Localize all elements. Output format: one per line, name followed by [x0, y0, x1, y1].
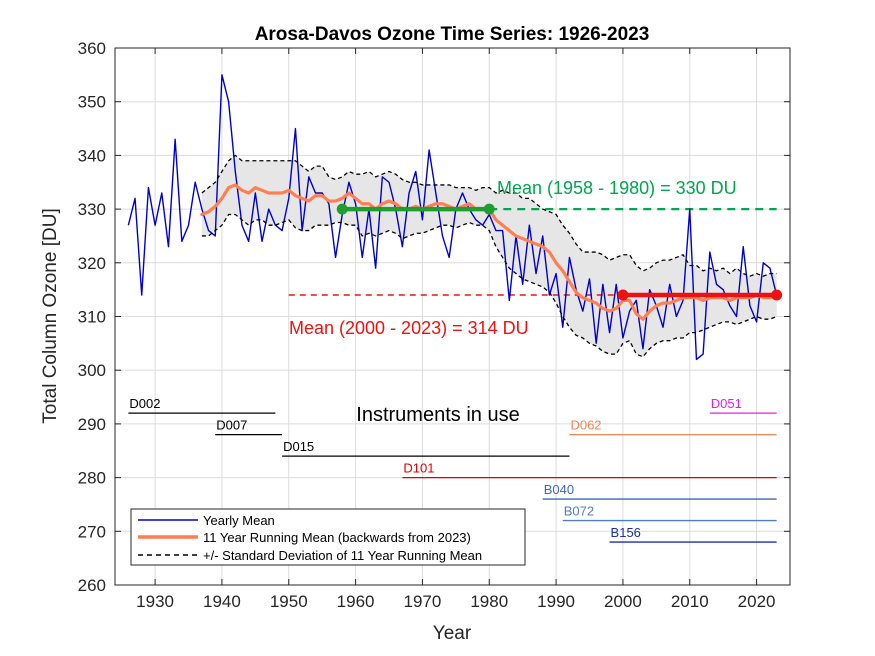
instrument-label-d002: D002 [129, 396, 160, 411]
instrument-label-b156: B156 [611, 525, 641, 540]
axis-ticks: 1930 1940 1950 1960 1970 1980 1990 2000 2010 2020… [78, 39, 790, 611]
mean-period-start-marker [617, 289, 629, 301]
legend-label-running-mean: 11 Year Running Mean (backwards from 202… [203, 530, 471, 545]
std-lower-line [201, 213, 777, 358]
yearly-mean-line [127, 74, 778, 361]
y-tick-label: 330 [78, 200, 106, 219]
legend-label-std: +/- Standard Deviation of 11 Year Runnin… [203, 548, 482, 563]
chart-title: Arosa-Davos Ozone Time Series: 1926-2023 [255, 24, 650, 45]
instrument-label-b040: B040 [544, 482, 574, 497]
x-tick-label: 2000 [604, 592, 642, 611]
y-tick-label: 360 [78, 39, 106, 58]
y-tick-label: 350 [78, 93, 106, 112]
legend-label-yearly-mean: Yearly Mean [203, 513, 275, 528]
instrument-label-d062: D062 [570, 418, 601, 433]
y-tick-label: 320 [78, 254, 106, 273]
x-tick-label: 1990 [537, 592, 575, 611]
x-tick-label: 1960 [337, 592, 375, 611]
y-tick-label: 340 [78, 146, 106, 165]
reference-lines [288, 208, 777, 296]
x-tick-label: 2010 [671, 592, 709, 611]
y-tick-label: 290 [78, 415, 106, 434]
instrument-label-b072: B072 [564, 504, 594, 519]
x-tick-label: 1950 [270, 592, 308, 611]
mean-period-end-marker [483, 203, 495, 215]
x-tick-label: 1930 [136, 592, 174, 611]
y-tick-label: 280 [78, 469, 106, 488]
mean-period-lines [336, 203, 783, 301]
y-axis-label: Total Column Ozone [DU] [40, 208, 61, 423]
y-tick-label: 270 [78, 522, 106, 541]
std-upper-line [201, 154, 777, 277]
instrument-lines: D002 D007 D015 D101 B040 B072 B156 D062 D051 [128, 396, 777, 543]
x-tick-label: 1940 [203, 592, 241, 611]
y-tick-label: 260 [78, 576, 106, 595]
mean-period-start-marker [336, 203, 348, 215]
instrument-label-d051: D051 [711, 396, 742, 411]
legend: Yearly Mean 11 Year Running Mean (backwa… [130, 508, 526, 566]
x-tick-label: 1970 [404, 592, 442, 611]
y-tick-label: 310 [78, 308, 106, 327]
instrument-label-d007: D007 [216, 418, 247, 433]
instrument-label-d015: D015 [283, 439, 314, 454]
mean-period-end-marker [771, 289, 783, 301]
instrument-label-d101: D101 [403, 461, 434, 476]
x-tick-label: 1980 [470, 592, 508, 611]
mean-1958-1980-label: Mean (1958 - 1980) = 330 DU [497, 178, 737, 198]
instruments-title: Instruments in use [356, 404, 519, 426]
mean-2000-2023-label: Mean (2000 - 2023) = 314 DU [289, 318, 529, 338]
x-tick-label: 2020 [738, 592, 776, 611]
y-tick-label: 300 [78, 361, 106, 380]
x-axis-label: Year [433, 623, 472, 644]
